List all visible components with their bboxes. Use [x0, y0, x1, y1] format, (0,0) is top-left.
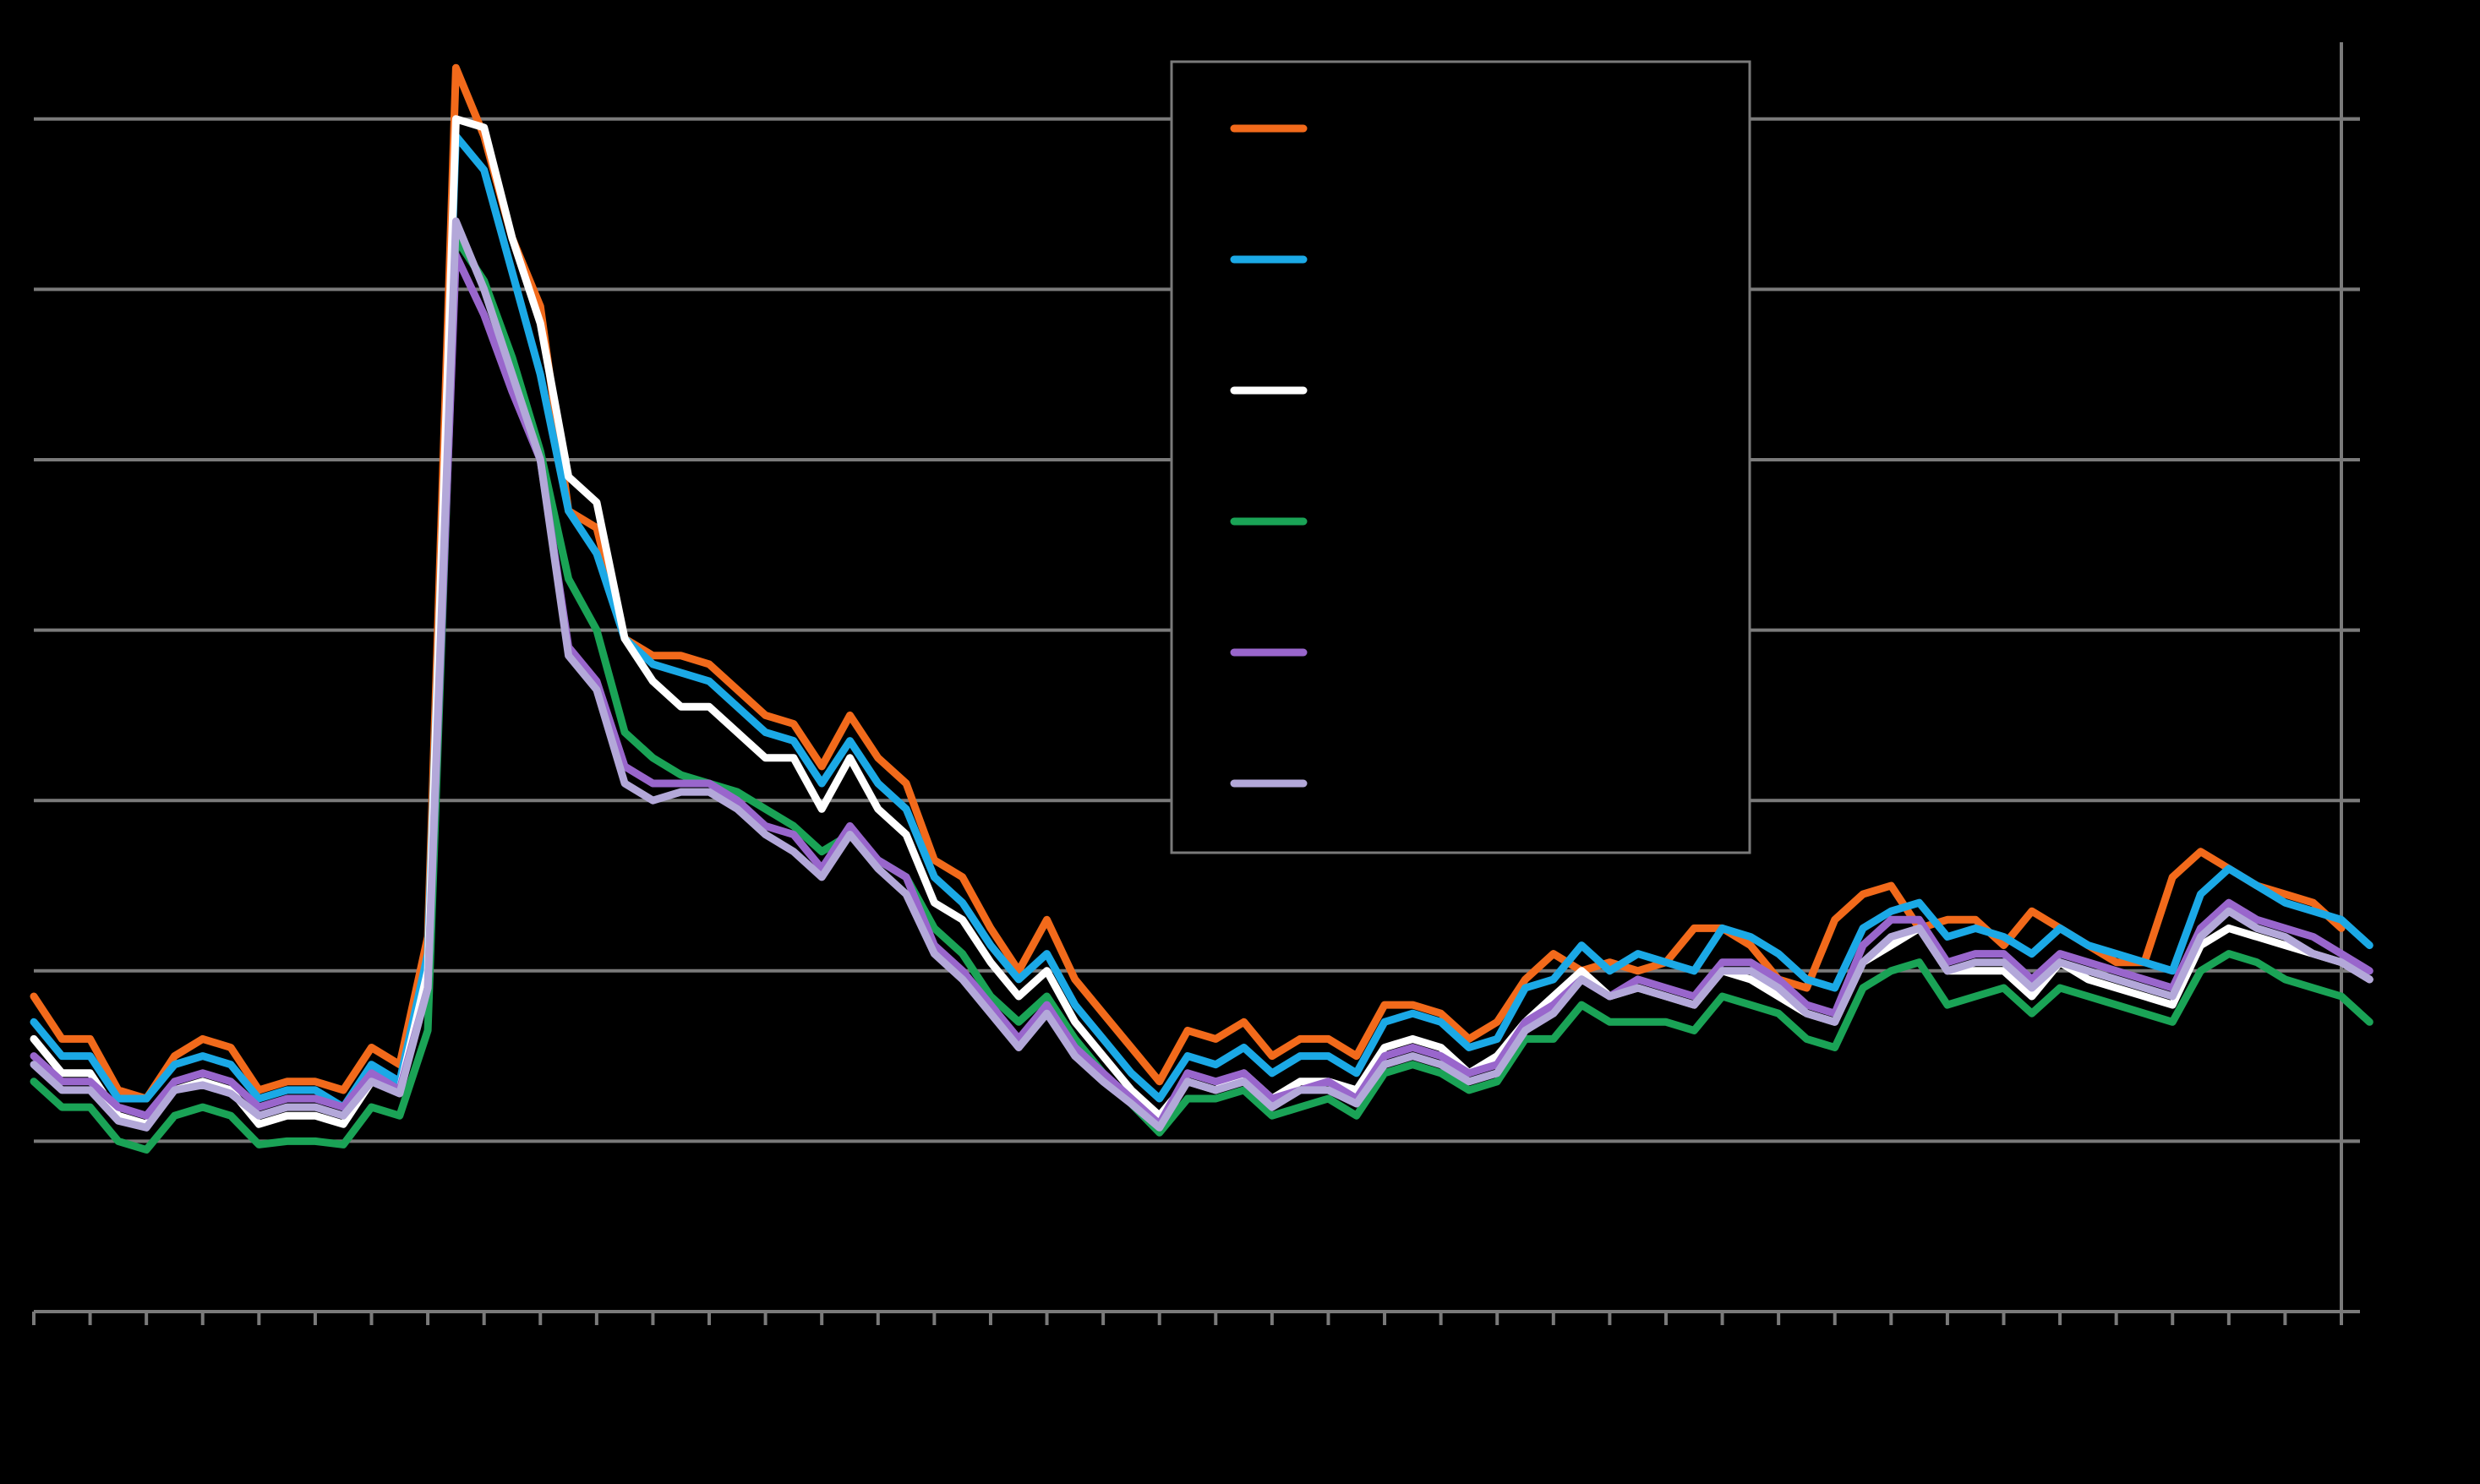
axes — [32, 42, 2360, 1325]
series-lines — [30, 63, 2373, 1154]
legend — [1170, 60, 1751, 854]
series-line-6 — [30, 217, 2373, 1132]
series-line-4 — [30, 234, 2373, 1154]
legend-box — [1170, 60, 1751, 854]
